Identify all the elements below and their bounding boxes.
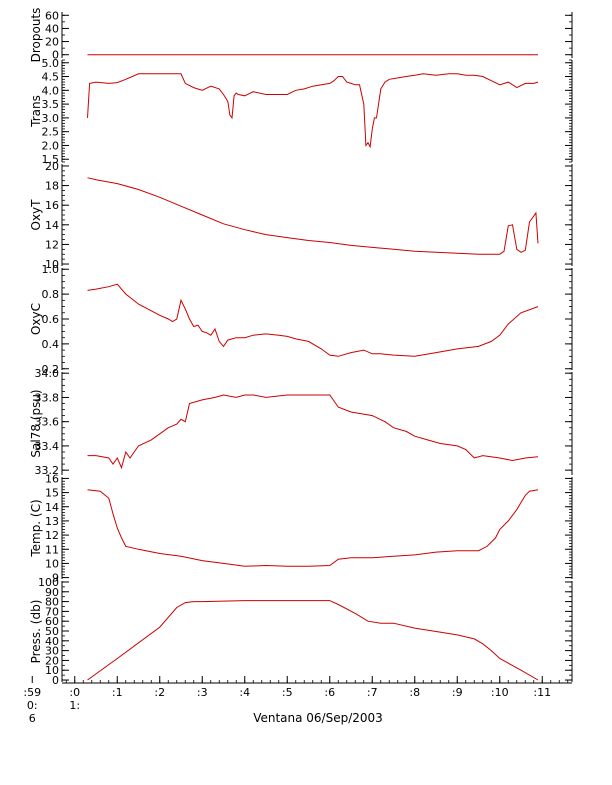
y-tick-label: 33.4 <box>35 440 60 453</box>
y-tick-label: 10 <box>45 557 59 570</box>
y-tick-label: 33.8 <box>35 391 60 404</box>
y-tick-label: 4.5 <box>42 71 60 84</box>
panel-5: 33.2 33.4 33.6 33.8 34.0 Sal78 (psu) <box>29 367 573 477</box>
y-tick-label: 1.5 <box>42 153 60 166</box>
y-axis-label: Press. (db) <box>29 600 43 664</box>
y-tick-label: 12 <box>45 238 59 251</box>
chart-panels: 0204060Dropouts1.52.02.53.03.54.04.55.0T… <box>29 8 573 687</box>
y-tick-label: 33.2 <box>35 464 60 477</box>
y-tick-label: 5.0 <box>42 57 60 70</box>
y-tick-label: 20 <box>45 160 59 173</box>
y-tick-label: 2.5 <box>42 126 60 139</box>
x-tick-label: :9 <box>452 686 463 699</box>
x-tick-label: :0 <box>69 686 80 699</box>
panel-3: 10 12 14 16 18 20 OxyT <box>29 160 573 271</box>
y-tick-label: 14 <box>45 501 59 514</box>
y-tick-label: 14 <box>45 219 59 232</box>
y-tick-label: 34.0 <box>35 367 60 380</box>
y-tick-label: 60 <box>45 9 59 22</box>
y-tick-label: 15 <box>45 487 59 500</box>
x-axis: :59 :0 :1 :2 :3 :4 :5 :6 :7 :8 :9 :10 :11 0: 1: 6 <box>23 676 572 725</box>
x-tick-label: :3 <box>197 686 208 699</box>
x-tick-label: :8 <box>409 686 420 699</box>
y-axis-label: OxyT <box>29 199 43 231</box>
y-tick-label: 12 <box>45 529 59 542</box>
series-line <box>87 394 539 470</box>
y-tick-label: 16 <box>45 199 59 212</box>
y-tick-label: 100 <box>38 576 59 589</box>
y-axis-label: Trans <box>29 95 43 128</box>
y-tick-label: 30 <box>45 645 59 658</box>
y-tick-label: 40 <box>45 635 59 648</box>
y-tick-label: 1.0 <box>42 263 60 276</box>
y-tick-label: 0.8 <box>42 288 60 301</box>
y-tick-label: 60 <box>45 615 59 628</box>
x-tick-label: :59 <box>23 686 41 699</box>
series-line <box>87 489 539 567</box>
series-line <box>87 73 539 149</box>
y-tick-label: 0.4 <box>42 338 60 351</box>
y-tick-label: 16 <box>45 472 59 485</box>
x-tick-sublabel: 0: <box>27 699 38 712</box>
x-tick-label: :7 <box>367 686 378 699</box>
y-tick-label: 20 <box>45 36 59 49</box>
x-tick-sublabel: 1: <box>69 699 80 712</box>
y-tick-label: 10 <box>45 664 59 677</box>
y-tick-label: 0.2 <box>42 363 60 376</box>
x-tick-label: :10 <box>491 686 509 699</box>
y-tick-label: 3.5 <box>42 98 60 111</box>
y-tick-label: 70 <box>45 605 59 618</box>
y-tick-label: 40 <box>45 22 59 35</box>
y-tick-label: 0 <box>52 49 59 62</box>
panel-2: 1.52.02.53.03.54.04.55.0 Trans <box>29 57 573 166</box>
y-axis-label: Temp. (C) <box>29 499 43 557</box>
y-tick-label: 0.6 <box>42 313 60 326</box>
y-tick-label: 90 <box>45 586 59 599</box>
y-axis-label: Sal78 (psu) <box>29 389 43 457</box>
y-tick-label: 50 <box>45 625 59 638</box>
y-tick-label: 33.6 <box>35 416 60 429</box>
x-tick-label: :11 <box>533 686 551 699</box>
y-tick-label: 11 <box>45 543 59 556</box>
y-tick-label: 0 <box>52 674 59 687</box>
y-tick-label: 3.0 <box>42 112 60 125</box>
y-tick-label: 80 <box>45 596 59 609</box>
y-tick-label: 20 <box>45 654 59 667</box>
x-tick-sublabel: 6 <box>29 712 36 725</box>
series-line <box>87 600 539 681</box>
y-tick-label: 18 <box>45 180 59 193</box>
y-tick-label: 2.0 <box>42 139 60 152</box>
y-tick-label: 4.0 <box>42 84 60 97</box>
x-tick-label: :1 <box>112 686 123 699</box>
y-axis-label: Dropouts <box>29 8 43 63</box>
y-axis-label: OxyC <box>29 303 43 335</box>
x-axis-label: Ventana 06/Sep/2003 <box>253 711 383 725</box>
y-tick-label: 10 <box>45 258 59 271</box>
x-tick-label: :6 <box>324 686 335 699</box>
x-tick-label: :5 <box>282 686 293 699</box>
y-tick-label: 9 <box>52 572 59 585</box>
y-tick-label: 13 <box>45 515 59 528</box>
series-line <box>87 283 539 357</box>
x-tick-label: :2 <box>154 686 165 699</box>
series-line <box>87 177 539 255</box>
panel-4: 0.2 0.4 0.6 0.8 1.0 OxyC <box>29 263 573 376</box>
x-tick-label: :4 <box>239 686 250 699</box>
